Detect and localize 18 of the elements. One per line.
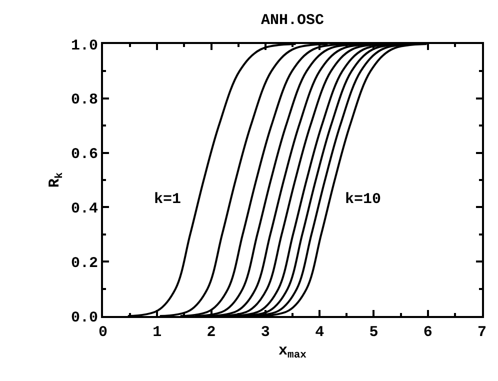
y-tick-label: 0.6 (70, 146, 98, 164)
x-tick-label: 3 (260, 324, 270, 341)
x-tick-label: 4 (315, 324, 324, 341)
x-tick-label: 6 (423, 324, 432, 341)
y-tick-label: 1.0 (70, 37, 98, 54)
x-tick-label: 1 (152, 324, 162, 341)
x-tick-label: 5 (369, 324, 378, 341)
y-tick-label: 0.8 (70, 92, 98, 109)
y-tick-label: 0.0 (70, 309, 98, 326)
x-tick-label: 7 (477, 324, 487, 341)
annotation: k=1 (154, 191, 182, 208)
x-axis-title: x$_{max}$ (278, 342, 308, 362)
chart-title: ANH.OSC (260, 12, 324, 29)
x-tick-label: 2 (206, 324, 216, 341)
x-tick-label: 0 (98, 324, 108, 341)
y-tick-label: 0.4 (70, 200, 98, 218)
y-tick-label: 0.2 (70, 254, 98, 272)
annotation: k=10 (345, 191, 382, 208)
